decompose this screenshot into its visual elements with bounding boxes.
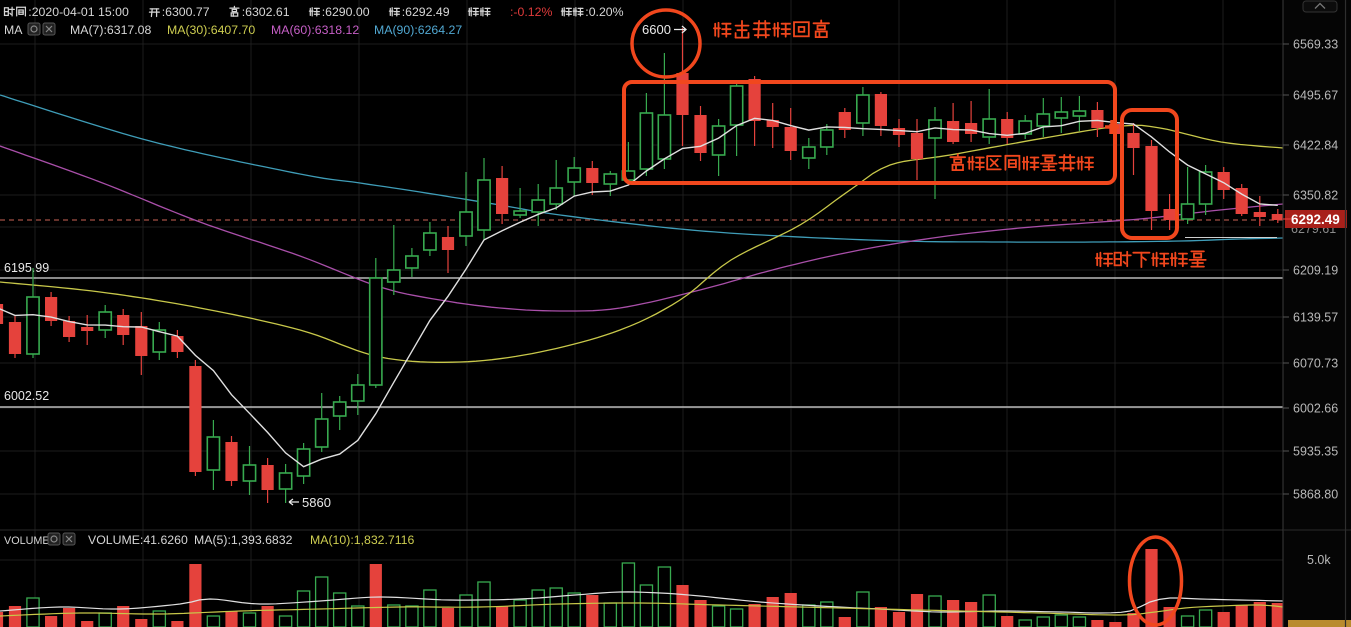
svg-text:MA(10):1,832.7116: MA(10):1,832.7116 bbox=[310, 533, 415, 547]
svg-text:6070.73: 6070.73 bbox=[1293, 357, 1338, 371]
svg-text:6002.66: 6002.66 bbox=[1293, 402, 1338, 416]
svg-text:6002.52: 6002.52 bbox=[4, 389, 49, 403]
svg-text:5868.80: 5868.80 bbox=[1293, 488, 1338, 502]
svg-text:MA(90):6264.27: MA(90):6264.27 bbox=[374, 23, 462, 37]
svg-text::2020-04-01 15:00: :2020-04-01 15:00 bbox=[28, 5, 129, 19]
svg-text:MA(60):6318.12: MA(60):6318.12 bbox=[271, 23, 359, 37]
svg-text::-0.12%: :-0.12% bbox=[510, 5, 552, 19]
svg-text:MA(30):6407.70: MA(30):6407.70 bbox=[167, 23, 255, 37]
svg-text::6300.77: :6300.77 bbox=[162, 5, 210, 19]
svg-text:VOLUME: VOLUME bbox=[4, 535, 50, 547]
svg-text::6302.61: :6302.61 bbox=[242, 5, 290, 19]
svg-text:6495.67: 6495.67 bbox=[1293, 89, 1338, 103]
svg-text:6292.49: 6292.49 bbox=[1291, 212, 1340, 227]
svg-text:5935.35: 5935.35 bbox=[1293, 445, 1338, 459]
svg-text:6569.33: 6569.33 bbox=[1293, 38, 1338, 52]
svg-text:MA(7):6317.08: MA(7):6317.08 bbox=[70, 23, 152, 37]
svg-text:6600: 6600 bbox=[642, 22, 671, 37]
svg-text::6292.49: :6292.49 bbox=[402, 5, 450, 19]
svg-text:5860: 5860 bbox=[302, 495, 331, 510]
svg-text:VOLUME:41.6260: VOLUME:41.6260 bbox=[88, 533, 188, 547]
svg-text:MA(5):1,393.6832: MA(5):1,393.6832 bbox=[194, 533, 293, 547]
svg-text:6209.19: 6209.19 bbox=[1293, 264, 1338, 278]
svg-text::0.20%: :0.20% bbox=[585, 5, 623, 19]
svg-text:MA: MA bbox=[4, 23, 23, 37]
svg-text:6350.82: 6350.82 bbox=[1293, 189, 1338, 203]
svg-text:5.0k: 5.0k bbox=[1307, 553, 1331, 567]
svg-text:6195.99: 6195.99 bbox=[4, 261, 49, 275]
svg-text:6422.84: 6422.84 bbox=[1293, 139, 1338, 153]
svg-text:6139.57: 6139.57 bbox=[1293, 311, 1338, 325]
svg-text::6290.00: :6290.00 bbox=[322, 5, 370, 19]
